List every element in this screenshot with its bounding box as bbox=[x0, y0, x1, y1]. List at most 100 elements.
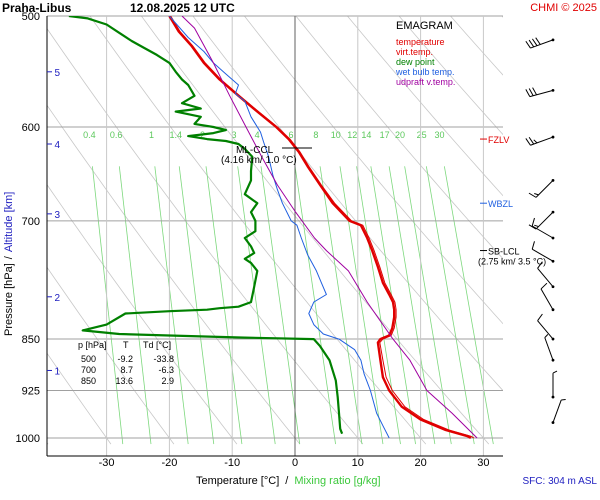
mixing-ratio-label: 4 bbox=[255, 130, 260, 140]
mixing-ratio-label: 1 bbox=[149, 130, 154, 140]
wind-barb-feather bbox=[537, 261, 543, 269]
pressure-tick-label: 850 bbox=[22, 334, 40, 346]
wind-barb-feather bbox=[531, 38, 538, 46]
x-axis-label: Temperature [°C] / Mixing ratio [g/kg] bbox=[196, 475, 381, 487]
wind-barbs bbox=[525, 37, 566, 424]
wind-barb-feather bbox=[525, 89, 531, 97]
mixing-ratio-label: 20 bbox=[395, 130, 405, 140]
mixing-ratio-line bbox=[425, 166, 475, 445]
mixing-ratio-line bbox=[92, 166, 124, 445]
wind-barb-feather bbox=[525, 138, 531, 146]
mixing-ratio-line bbox=[319, 166, 363, 445]
pressure-tick-label: 1000 bbox=[16, 433, 40, 445]
wind-barb-station bbox=[551, 308, 555, 312]
x-axis-label-separator: / bbox=[285, 475, 289, 487]
table-cell: -33.8 bbox=[153, 354, 174, 364]
mixing-ratio-line bbox=[356, 166, 401, 445]
altitude-tick-label: 3 bbox=[54, 210, 60, 221]
wind-barb-feather bbox=[540, 282, 548, 290]
plot-background bbox=[47, 16, 503, 456]
table-cell: 500 bbox=[81, 354, 96, 364]
mixing-ratio-label: 0.4 bbox=[83, 130, 96, 140]
wind-barb-feather bbox=[534, 193, 539, 196]
wind-barb-station bbox=[551, 395, 555, 399]
dry-adiabat bbox=[398, 16, 503, 136]
wind-barb-station bbox=[551, 358, 555, 362]
mixing-ratio-label: 17 bbox=[380, 130, 390, 140]
mixing-ratio-line bbox=[404, 166, 452, 445]
wind-barb-feather bbox=[531, 217, 535, 227]
wind-barb-staff bbox=[530, 39, 554, 49]
temperature-tick-label: 30 bbox=[477, 457, 489, 469]
altitude-tick-label: 2 bbox=[54, 293, 60, 304]
mixing-ratio-line bbox=[118, 166, 152, 445]
table-header: T bbox=[123, 340, 129, 350]
altitude-tick-label: 4 bbox=[54, 140, 60, 151]
wind-barb-feather bbox=[537, 313, 543, 321]
ml-ccl-label: ML-CCL bbox=[236, 145, 274, 156]
temperature-tick-label: 10 bbox=[352, 457, 364, 469]
altitude-tick-label: 5 bbox=[54, 68, 60, 79]
wind-barb-station bbox=[551, 337, 555, 341]
wind-barb-feather bbox=[528, 224, 537, 230]
dry-adiabat bbox=[295, 16, 503, 260]
mixing-ratio-label: 25 bbox=[417, 130, 427, 140]
table-header: p [hPa] bbox=[78, 340, 107, 350]
wind-barb-station bbox=[551, 89, 555, 92]
y-axis-label-separator: / bbox=[3, 255, 15, 259]
temperature-tick-label: -30 bbox=[99, 457, 115, 469]
mixing-ratio-label: 10 bbox=[331, 130, 341, 140]
wind-barb-feather bbox=[534, 224, 539, 228]
datetime-title: 12.08.2025 12 UTC bbox=[130, 1, 235, 15]
pressure-tick-label: 500 bbox=[22, 11, 40, 23]
x-axis-label-temperature: Temperature [°C] bbox=[196, 475, 279, 487]
mixing-ratio-line bbox=[178, 166, 215, 445]
wind-barb-feather bbox=[561, 399, 566, 401]
mixing-ratio-line bbox=[339, 166, 384, 445]
wind-barb-feather bbox=[533, 139, 538, 144]
legend-entry: temperature bbox=[396, 37, 445, 47]
wind-barb-station bbox=[551, 259, 555, 263]
level-label: WBZL bbox=[488, 199, 513, 209]
wind-barb-station bbox=[551, 236, 555, 240]
mixing-ratio-label: 14 bbox=[361, 130, 371, 140]
pressure-tick-label: 700 bbox=[22, 216, 40, 228]
level-sublabel: (2.75 km/ 3.5 °C) bbox=[478, 257, 546, 267]
table-cell: 8.7 bbox=[120, 365, 133, 375]
wind-barb-station bbox=[551, 135, 555, 139]
mixing-ratio-label: 8 bbox=[313, 130, 318, 140]
wind-barb-staff bbox=[531, 248, 554, 262]
mixing-ratio-line bbox=[260, 166, 301, 445]
mixing-ratio-line bbox=[294, 166, 336, 445]
legend-entry: wet bulb temp. bbox=[395, 67, 455, 77]
wind-barb-feather bbox=[532, 87, 538, 96]
mixing-ratio-line bbox=[237, 166, 276, 445]
station-title: Praha-Libus bbox=[2, 1, 72, 15]
wind-barb-feather bbox=[544, 334, 549, 338]
wind-barb-staff bbox=[537, 268, 554, 288]
pressure-tick-label: 925 bbox=[22, 386, 40, 398]
wind-barb-staff bbox=[544, 337, 554, 361]
mixing-ratio-label: 3 bbox=[231, 130, 236, 140]
wind-barb-feather bbox=[552, 370, 558, 374]
mixing-ratio-lines: 0.4 0.6 1 1.4 2 3 4 6 8 10 12 14 17 20 25 30 bbox=[83, 130, 494, 445]
level-label: FZLV bbox=[488, 135, 509, 145]
table-cell: 13.6 bbox=[115, 376, 133, 386]
wind-barb-feather bbox=[528, 39, 535, 48]
sounding-series bbox=[68, 16, 478, 440]
legend-entry: dew point bbox=[396, 57, 435, 67]
pressure-tick-label: 600 bbox=[22, 122, 40, 134]
temperature-tick-label: 0 bbox=[292, 457, 298, 469]
wind-barb-feather bbox=[528, 88, 534, 96]
mixing-ratio-line bbox=[388, 166, 436, 445]
altitude-tick-label: 1 bbox=[54, 366, 60, 377]
mixing-ratio-label: 0.6 bbox=[110, 130, 123, 140]
wind-barb-station bbox=[551, 210, 555, 214]
dry-adiabat bbox=[244, 16, 503, 325]
wind-barb-feather bbox=[531, 241, 535, 250]
wind-barb-station bbox=[551, 285, 555, 289]
copyright: CHMI © 2025 bbox=[530, 2, 597, 14]
